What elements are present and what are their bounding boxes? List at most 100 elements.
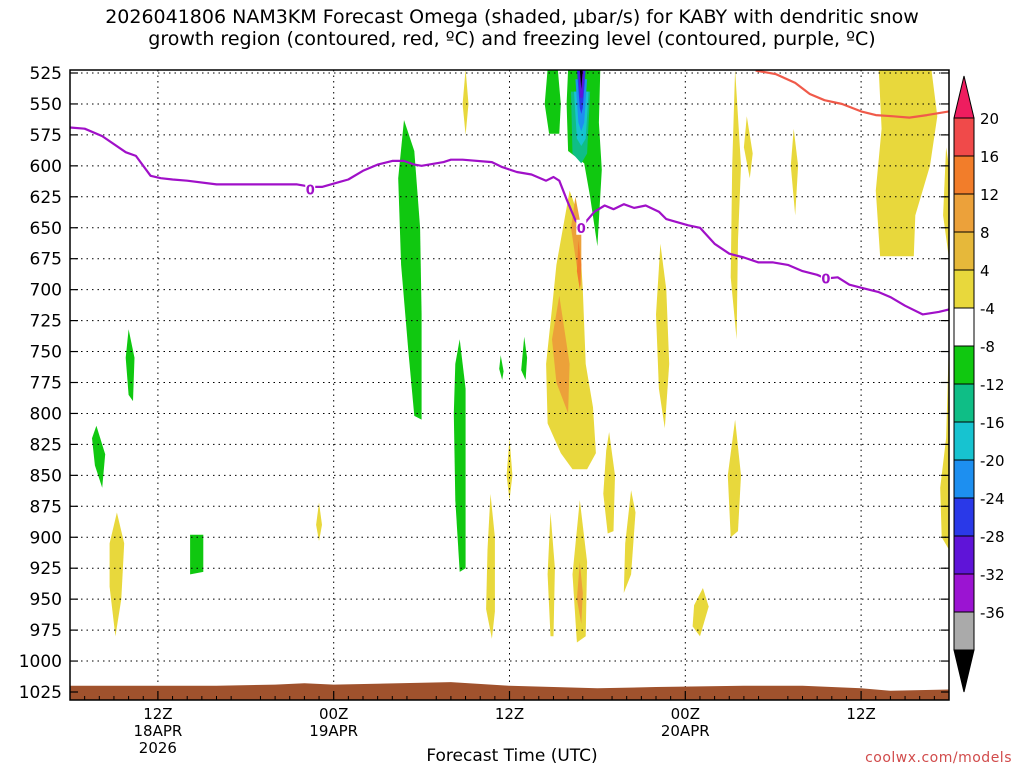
omega-area <box>125 329 135 402</box>
colorbar-bin <box>953 307 975 347</box>
omega-area <box>552 295 570 414</box>
omega-area <box>727 419 741 538</box>
axis-layer: 525 550 575 600 625 650 675 700 725 750 775 800 825 8… <box>19 64 949 757</box>
y-tick-label: 625 <box>30 188 62 208</box>
y-tick-label: 525 <box>30 64 62 84</box>
y-tick-label: 1025 <box>19 683 62 703</box>
omega-area <box>499 355 504 380</box>
omega-area <box>544 70 561 134</box>
y-tick-label: 725 <box>30 312 62 332</box>
omega-area <box>190 534 204 575</box>
contour-layer: 0 0 0 <box>70 70 949 316</box>
colorbar-bin <box>953 497 975 537</box>
freezing-level-label-bg <box>820 270 831 286</box>
omega-area <box>506 438 513 501</box>
y-tick-label: 875 <box>30 497 62 517</box>
colorbar-bin <box>953 573 975 613</box>
omega-area <box>453 339 466 572</box>
colorbar-bin <box>953 269 975 309</box>
colorbar-bin <box>953 345 975 385</box>
x-tick-label: 19APR <box>309 722 358 740</box>
colorbar-label: -36 <box>980 604 1005 622</box>
omega-area <box>743 116 753 179</box>
y-tick-label: 700 <box>30 281 62 301</box>
omega-area <box>486 493 495 639</box>
omega-area <box>316 502 322 541</box>
omega-area <box>692 588 709 637</box>
colorbar-bin <box>953 117 975 157</box>
y-tick-label: 900 <box>30 528 62 548</box>
x-tick-label: 00Z <box>319 705 348 723</box>
colorbar-label: -24 <box>980 490 1005 508</box>
omega-area <box>462 70 469 135</box>
colorbar-bin <box>953 535 975 575</box>
omega-area <box>943 147 949 259</box>
dendritic-region-line <box>755 70 949 119</box>
y-tick-label: 825 <box>30 435 62 455</box>
omega-area <box>730 70 741 340</box>
omega-area <box>576 562 583 624</box>
omega-area <box>579 70 583 90</box>
colorbar-label: 8 <box>980 224 990 242</box>
omega-area <box>92 425 106 488</box>
colorbar-label: -16 <box>980 414 1005 432</box>
omega-area <box>790 128 799 216</box>
omega-area <box>109 512 125 637</box>
omega-area <box>546 190 596 470</box>
y-tick-label: 775 <box>30 374 62 394</box>
y-tick-label: 575 <box>30 126 62 146</box>
y-tick-label: 850 <box>30 466 62 486</box>
y-tick-label: 975 <box>30 621 62 641</box>
y-tick-label: 600 <box>30 157 62 177</box>
colorbar-label: 12 <box>980 186 999 204</box>
omega-area <box>603 432 615 534</box>
y-tick-label: 550 <box>30 95 62 115</box>
x-axis-title: Forecast Time (UTC) <box>426 746 598 766</box>
omega-area <box>940 339 949 550</box>
omega-area <box>547 512 555 637</box>
y-tick-label: 800 <box>30 404 62 424</box>
freezing-level-label: 0 <box>577 222 586 237</box>
colorbar-label: 20 <box>980 110 999 128</box>
colorbar-label: -20 <box>980 452 1005 470</box>
x-tick-label: 00Z <box>671 705 700 723</box>
freezing-level-label-bg <box>305 181 316 197</box>
colorbar-label: -12 <box>980 376 1005 394</box>
y-tick-label: 675 <box>30 250 62 270</box>
colorbar-top-arrow <box>953 75 975 119</box>
y-tick-label: 950 <box>30 590 62 610</box>
colorbar-bin <box>953 459 975 499</box>
y-tick-label: 925 <box>30 559 62 579</box>
y-tick-label: 1000 <box>19 652 62 672</box>
colorbar-bin <box>953 193 975 233</box>
y-tick-label: 650 <box>30 219 62 239</box>
colorbar-bin <box>953 155 975 195</box>
colorbar-bin <box>953 383 975 423</box>
colorbar-label: -8 <box>980 338 995 356</box>
freezing-level-label: 0 <box>821 273 830 288</box>
credit-link[interactable]: coolwx.com/models <box>865 750 1012 766</box>
freezing-level-label: 0 <box>306 183 315 198</box>
x-tick-label: 12Z <box>143 705 172 723</box>
omega-area <box>521 336 528 380</box>
colorbar-label: -28 <box>980 528 1005 546</box>
colorbar-bin <box>953 611 975 651</box>
omega-area <box>398 120 422 420</box>
x-tick-label: 12Z <box>846 705 875 723</box>
chart-title: 2026041806 NAM3KM Forecast Omega (shaded… <box>105 6 919 50</box>
colorbar: 20 16 12 8 4 -4 -8 -12 -16 -20 -24 -28 -32 -36 <box>953 75 1005 693</box>
x-tick-label: 12Z <box>495 705 524 723</box>
colorbar-bin <box>953 421 975 461</box>
colorbar-label: 4 <box>980 262 990 280</box>
x-tick-label: 20APR <box>661 722 710 740</box>
omega-area <box>576 240 582 290</box>
y-tick-label: 750 <box>30 343 62 363</box>
freezing-level-label-bg <box>576 219 587 235</box>
colorbar-label: 16 <box>980 148 999 166</box>
x-tick-label: 18APR <box>133 722 182 740</box>
colorbar-bottom-arrow <box>953 649 975 693</box>
x-tick-label: 2026 <box>139 739 177 757</box>
colorbar-label: -4 <box>980 300 995 318</box>
omega-area <box>623 490 636 593</box>
